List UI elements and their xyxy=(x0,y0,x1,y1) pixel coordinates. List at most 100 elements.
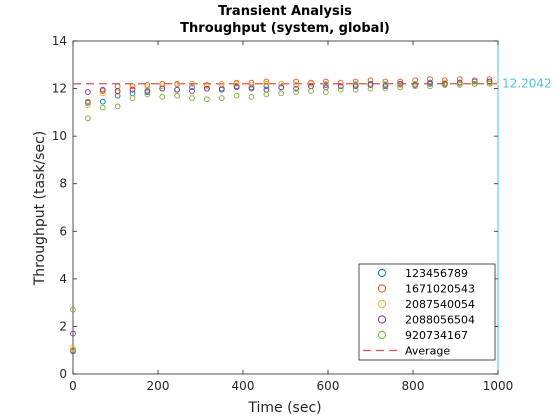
legend: 123456789 1671020543 2087540054 2088056504 9… xyxy=(358,263,496,361)
y-tick-label: 4 xyxy=(59,272,67,286)
data-point-series-4 xyxy=(397,80,404,87)
data-point-series-4 xyxy=(159,85,166,92)
y-axis-label: Throughput (task/sec) xyxy=(32,131,48,287)
data-point-series-2 xyxy=(248,79,255,86)
legend-label-average: Average xyxy=(405,345,450,358)
data-point-series-3 xyxy=(293,82,299,88)
data-point-series-5 xyxy=(412,83,418,90)
data-point-series-5 xyxy=(323,89,329,95)
y-tick-label: 2 xyxy=(59,319,67,333)
data-point-series-4 xyxy=(99,86,106,93)
data-point-series-5 xyxy=(263,91,270,98)
legend-marker xyxy=(377,315,387,324)
data-point-series-5 xyxy=(367,85,374,92)
data-point-series-2 xyxy=(471,77,478,84)
data-point-series-2 xyxy=(397,78,404,85)
data-point-series-4 xyxy=(204,85,210,92)
x-tick-label: 800 xyxy=(402,379,425,393)
data-point-series-5 xyxy=(308,88,314,94)
x-tick-label: 600 xyxy=(317,379,340,393)
data-point-series-4 xyxy=(189,88,195,94)
data-point-series-5 xyxy=(114,103,121,110)
chart-subtitle: Throughput (system, global) xyxy=(180,21,390,36)
y-tick-label: 10 xyxy=(52,129,67,143)
data-point-series-5 xyxy=(85,115,91,122)
average-value-label: 12.2042 xyxy=(502,77,552,91)
data-point-series-5 xyxy=(189,95,195,101)
legend-marker xyxy=(377,299,387,309)
y-tick-label: 8 xyxy=(59,177,67,191)
data-point-series-3 xyxy=(218,80,225,87)
data-point-series-5 xyxy=(352,86,359,93)
data-point-series-3 xyxy=(159,83,166,90)
data-point-series-3 xyxy=(189,80,195,87)
data-point-series-4 xyxy=(278,84,285,91)
legend-label: 1671020543 xyxy=(405,283,475,296)
data-point-series-4 xyxy=(114,88,121,94)
data-point-series-4 xyxy=(70,330,76,337)
data-point-series-2 xyxy=(129,83,136,90)
data-point-series-3 xyxy=(204,83,210,90)
data-point-series-2 xyxy=(263,78,270,85)
data-point-series-3 xyxy=(323,80,329,87)
data-point-series-3 xyxy=(233,80,240,87)
data-point-series-5 xyxy=(337,86,344,93)
data-point-series-5 xyxy=(174,92,180,99)
data-point-series-4 xyxy=(337,83,344,90)
data-point-series-2 xyxy=(144,82,151,88)
ticks-layer: 0 200 400 600 800 1000 0 2 4 6 8 10 12 14 xyxy=(52,34,514,393)
legend-marker xyxy=(377,330,387,340)
data-point-series-4 xyxy=(218,86,225,93)
data-point-series-4 xyxy=(174,86,180,93)
data-point-series-4 xyxy=(233,84,240,91)
y-tick-label: 0 xyxy=(59,367,67,381)
data-point-series-5 xyxy=(427,83,433,90)
data-point-series-3 xyxy=(352,80,359,87)
data-point-series-5 xyxy=(456,82,463,88)
x-tick-label: 400 xyxy=(232,379,255,393)
x-axis-label: Time (sec) xyxy=(247,400,321,416)
data-point-series-2 xyxy=(323,78,329,85)
data-point-series-5 xyxy=(471,80,478,87)
data-point-series-4 xyxy=(367,82,374,88)
data-point-series-1 xyxy=(99,98,106,105)
data-point-series-4 xyxy=(129,86,136,93)
data-point-series-5 xyxy=(382,85,389,92)
data-point-series-1 xyxy=(189,84,195,91)
y-tick-label: 14 xyxy=(52,34,67,48)
data-point-series-4 xyxy=(352,83,359,90)
data-point-series-2 xyxy=(85,98,91,105)
data-point-series-3 xyxy=(85,102,91,109)
points-layer xyxy=(70,76,493,355)
data-point-series-4 xyxy=(85,89,91,95)
legend-marker xyxy=(377,284,387,293)
data-point-series-5 xyxy=(278,90,285,97)
data-point-series-4 xyxy=(427,80,433,87)
data-point-series-2 xyxy=(70,347,76,354)
data-point-series-5 xyxy=(159,94,166,100)
data-point-series-3 xyxy=(248,82,255,88)
data-point-series-5 xyxy=(486,80,493,87)
data-point-series-5 xyxy=(99,104,106,111)
legend-label: 2087540054 xyxy=(405,298,475,311)
data-point-series-3 xyxy=(70,344,76,351)
data-point-series-2 xyxy=(293,78,299,85)
x-tick-label: 200 xyxy=(147,379,170,393)
data-point-series-2 xyxy=(337,79,344,86)
legend-label: 123456789 xyxy=(405,267,468,280)
data-point-series-5 xyxy=(397,84,404,91)
x-tick-label: 1000 xyxy=(483,379,514,393)
data-point-series-4 xyxy=(382,83,389,90)
data-point-series-4 xyxy=(486,78,493,85)
data-point-series-5 xyxy=(144,91,151,98)
data-point-series-3 xyxy=(308,80,314,87)
data-point-series-4 xyxy=(293,85,299,92)
y-tick-label: 12 xyxy=(52,82,67,96)
legend-marker xyxy=(377,268,387,278)
data-point-series-5 xyxy=(204,96,210,103)
data-point-series-5 xyxy=(129,95,136,101)
legend-label: 920734167 xyxy=(405,329,468,342)
y-tick-label: 6 xyxy=(59,224,67,238)
data-point-series-3 xyxy=(99,90,106,97)
